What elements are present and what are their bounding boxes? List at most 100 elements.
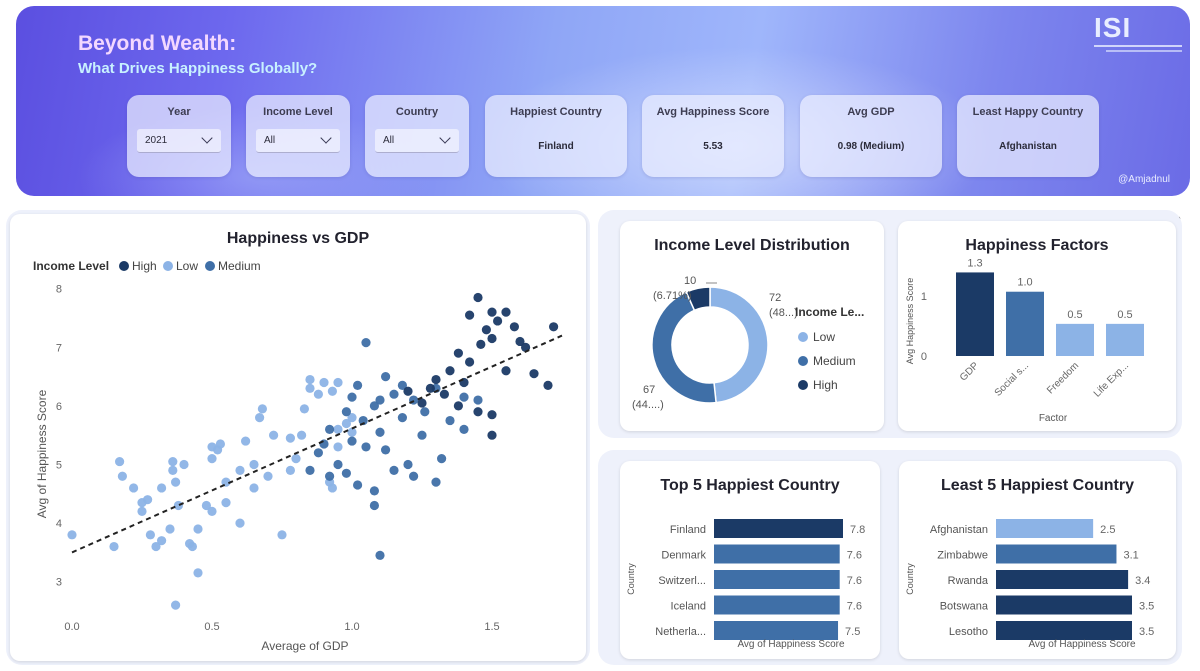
scatter-point-medium[interactable] — [473, 395, 483, 405]
scatter-point-low[interactable] — [109, 541, 119, 552]
top5-visual[interactable]: Top 5 Happiest Country Country Finland 7.… — [620, 461, 880, 659]
scatter-point-high[interactable] — [501, 307, 511, 317]
scatter-point-low[interactable] — [173, 500, 183, 511]
scatter-point-high[interactable] — [465, 310, 475, 320]
scatter-point-low[interactable] — [193, 568, 203, 578]
country-bar[interactable] — [996, 519, 1094, 538]
scatter-point-low[interactable] — [241, 436, 251, 446]
scatter-visual[interactable]: Happiness vs GDP Income Level High Low M… — [10, 214, 586, 661]
scatter-point-low[interactable] — [313, 389, 323, 399]
scatter-point-medium[interactable] — [403, 459, 413, 470]
least5-visual[interactable]: Least 5 Happiest Country Country Afghani… — [899, 461, 1176, 659]
scatter-point-low[interactable] — [207, 506, 217, 516]
scatter-point-medium[interactable] — [417, 430, 427, 440]
country-dropdown[interactable]: All — [375, 129, 459, 153]
donut-slice-high[interactable] — [685, 286, 711, 312]
scatter-point-low[interactable] — [193, 524, 203, 534]
scatter-point-low[interactable] — [168, 456, 178, 467]
scatter-point-low[interactable] — [319, 377, 329, 388]
scatter-point-low[interactable] — [341, 418, 351, 429]
scatter-point-low[interactable] — [255, 413, 265, 423]
scatter-point-low[interactable] — [207, 454, 217, 464]
scatter-point-medium[interactable] — [305, 465, 315, 475]
country-bar[interactable] — [714, 595, 840, 615]
scatter-point-medium[interactable] — [375, 427, 385, 437]
scatter-point-medium[interactable] — [369, 486, 379, 496]
scatter-point-low[interactable] — [137, 506, 147, 516]
scatter-point-medium[interactable] — [361, 442, 371, 452]
scatter-point-low[interactable] — [179, 459, 189, 470]
scatter-point-low[interactable] — [157, 536, 167, 546]
chevron-down-icon[interactable] — [201, 132, 213, 144]
country-bar[interactable] — [714, 621, 839, 640]
scatter-point-high[interactable] — [493, 316, 503, 326]
scatter-point-medium[interactable] — [381, 445, 391, 455]
scatter-point-low[interactable] — [137, 497, 147, 508]
scatter-point-medium[interactable] — [459, 424, 469, 434]
scatter-point-low[interactable] — [201, 500, 211, 511]
country-bar[interactable] — [714, 570, 840, 589]
happiness-factors-visual[interactable]: Happiness Factors Avg Happiness Score 0 … — [898, 221, 1176, 431]
scatter-point-medium[interactable] — [409, 471, 419, 481]
scatter-point-high[interactable] — [487, 307, 497, 317]
scatter-point-low[interactable] — [115, 456, 125, 467]
scatter-point-medium[interactable] — [325, 424, 335, 434]
scatter-point-low[interactable] — [157, 483, 167, 493]
scatter-point-medium[interactable] — [397, 380, 407, 391]
income-level-slicer[interactable]: Income Level All — [246, 95, 350, 177]
donut-slice-low[interactable] — [709, 286, 769, 404]
scatter-point-high[interactable] — [487, 430, 497, 440]
scatter-point-low[interactable] — [333, 424, 343, 434]
scatter-point-medium[interactable] — [431, 477, 441, 487]
scatter-point-low[interactable] — [165, 524, 175, 534]
factor-bar[interactable] — [956, 272, 994, 356]
scatter-point-low[interactable] — [145, 530, 155, 540]
scatter-point-low[interactable] — [171, 600, 181, 610]
chevron-down-icon[interactable] — [320, 132, 332, 144]
scatter-point-low[interactable] — [257, 404, 267, 414]
scatter-point-medium[interactable] — [347, 392, 357, 402]
scatter-point-high[interactable] — [487, 333, 497, 344]
scatter-point-medium[interactable] — [353, 380, 363, 391]
scatter-point-medium[interactable] — [369, 401, 379, 411]
scatter-point-low[interactable] — [277, 530, 287, 540]
scatter-point-low[interactable] — [221, 497, 231, 508]
scatter-point-medium[interactable] — [375, 550, 385, 560]
scatter-point-high[interactable] — [473, 292, 483, 303]
year-slicer[interactable]: Year 2021 — [127, 95, 231, 177]
scatter-point-low[interactable] — [171, 477, 181, 487]
scatter-point-medium[interactable] — [445, 415, 455, 426]
scatter-point-low[interactable] — [299, 404, 309, 414]
scatter-point-medium[interactable] — [333, 459, 343, 470]
scatter-point-medium[interactable] — [375, 395, 385, 405]
scatter-point-high[interactable] — [543, 380, 553, 391]
scatter-point-medium[interactable] — [313, 448, 323, 458]
country-bar[interactable] — [714, 544, 840, 564]
scatter-point-low[interactable] — [117, 471, 127, 481]
scatter-point-medium[interactable] — [347, 436, 357, 446]
scatter-point-high[interactable] — [417, 398, 427, 408]
scatter-point-high[interactable] — [445, 366, 455, 376]
scatter-point-high[interactable] — [515, 336, 525, 347]
scatter-point-medium[interactable] — [358, 415, 368, 426]
scatter-point-high[interactable] — [501, 366, 511, 376]
scatter-point-low[interactable] — [347, 413, 357, 423]
scatter-point-low[interactable] — [187, 541, 197, 552]
scatter-point-high[interactable] — [509, 322, 519, 332]
factor-bar[interactable] — [1106, 323, 1144, 356]
scatter-point-low[interactable] — [235, 518, 245, 528]
income-level-dropdown[interactable]: All — [256, 129, 340, 153]
scatter-point-low[interactable] — [235, 465, 245, 475]
scatter-point-low[interactable] — [333, 377, 343, 388]
country-slicer[interactable]: Country All — [365, 95, 469, 177]
scatter-point-high[interactable] — [439, 389, 449, 399]
chevron-down-icon[interactable] — [439, 132, 451, 144]
year-dropdown[interactable]: 2021 — [137, 129, 221, 153]
scatter-point-low[interactable] — [291, 454, 301, 464]
scatter-point-medium[interactable] — [341, 407, 351, 417]
donut-slice-medium[interactable] — [651, 291, 717, 404]
scatter-point-low[interactable] — [249, 483, 259, 493]
scatter-point-low[interactable] — [297, 430, 307, 440]
scatter-point-low[interactable] — [215, 439, 225, 449]
country-bar[interactable] — [996, 544, 1117, 564]
